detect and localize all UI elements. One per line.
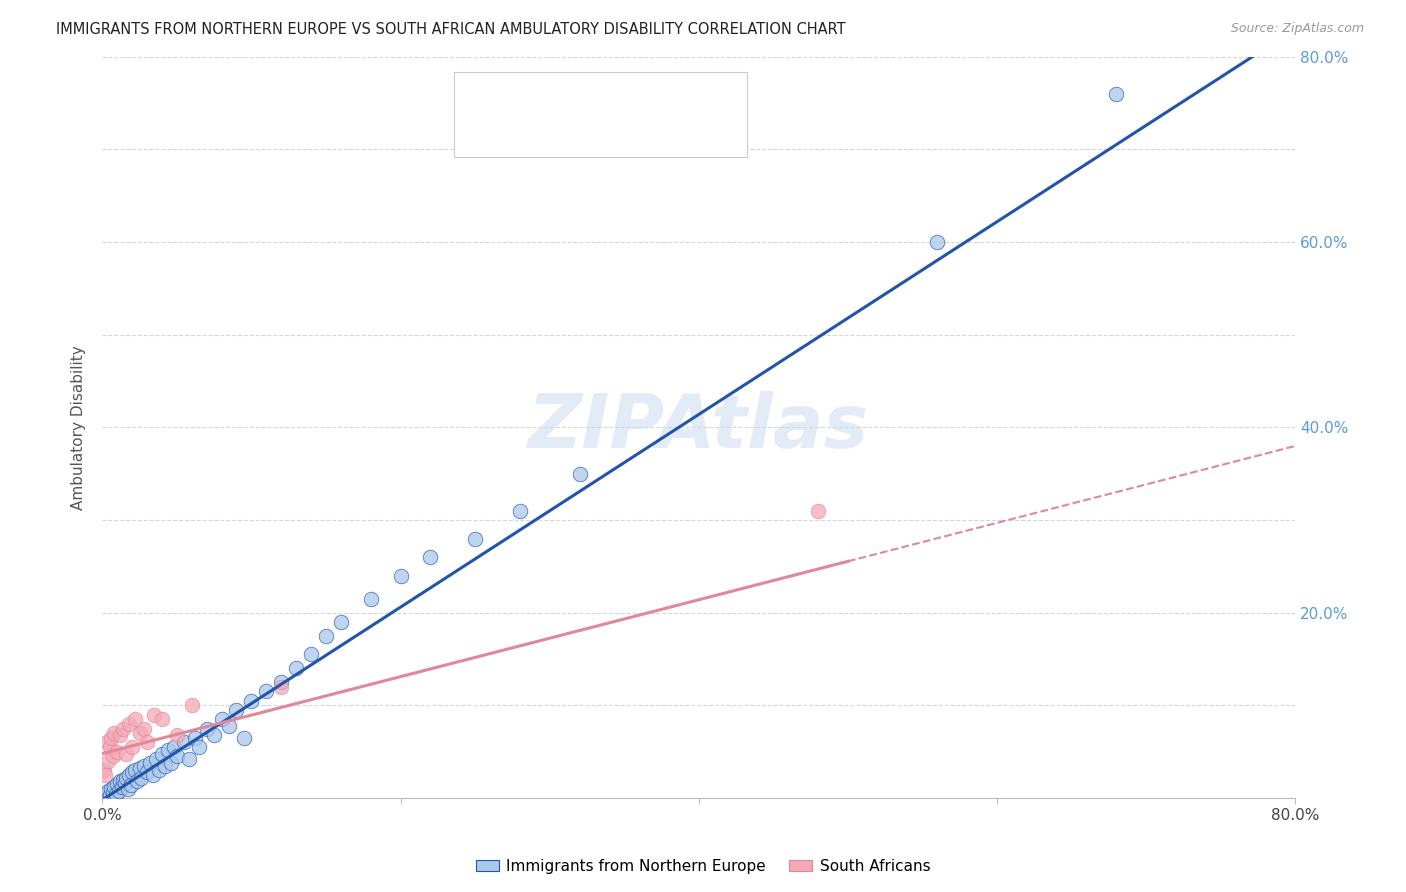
Point [96, 786, 118, 800]
Point [145, 752, 167, 766]
Point [96, 735, 118, 749]
Point [254, 684, 277, 698]
Point [129, 771, 152, 785]
Text: IMMIGRANTS FROM NORTHERN EUROPE VS SOUTH AFRICAN AMBULATORY DISABILITY CORRELATI: IMMIGRANTS FROM NORTHERN EUROPE VS SOUTH… [56, 22, 846, 37]
Legend: Immigrants from Northern Europe, South Africans: Immigrants from Northern Europe, South A… [470, 853, 936, 880]
Point [128, 761, 150, 775]
Point [108, 774, 131, 789]
Point [173, 735, 195, 749]
Point [166, 749, 188, 764]
Point [270, 675, 292, 690]
Point [509, 504, 531, 518]
Point [419, 550, 441, 565]
Point [180, 698, 202, 713]
Point [225, 703, 247, 717]
Point [166, 728, 188, 742]
Point [139, 756, 162, 770]
Point [177, 752, 200, 766]
Text: ZIPAtlas: ZIPAtlas [529, 391, 869, 464]
Point [121, 740, 143, 755]
Point [105, 745, 128, 759]
Point [118, 768, 141, 782]
Point [1105, 87, 1128, 101]
Point [104, 788, 127, 802]
Point [128, 726, 150, 740]
Point [211, 712, 233, 726]
Point [100, 781, 122, 796]
Point [188, 740, 211, 755]
Point [143, 707, 166, 722]
Point [240, 694, 263, 708]
Point [360, 591, 382, 606]
Point [285, 661, 308, 675]
Point [120, 778, 142, 792]
Point [195, 722, 218, 736]
Point [315, 629, 337, 643]
Point [98, 740, 121, 755]
Point [112, 722, 135, 736]
Point [98, 789, 121, 803]
Point [150, 747, 173, 761]
Point [163, 740, 186, 755]
Point [125, 774, 148, 789]
Point [112, 772, 135, 787]
Point [270, 680, 292, 694]
Point [132, 722, 155, 736]
Point [94, 768, 117, 782]
Point [299, 648, 322, 662]
Point [121, 765, 143, 780]
Point [807, 504, 830, 518]
Point [115, 747, 138, 761]
Point [150, 712, 173, 726]
Point [464, 532, 486, 546]
Point [117, 781, 139, 796]
Point [927, 235, 949, 249]
Point [156, 743, 179, 757]
Point [101, 785, 124, 799]
Point [110, 780, 132, 794]
Point [124, 764, 146, 778]
Point [218, 719, 240, 733]
Point [100, 731, 122, 745]
Point [118, 717, 141, 731]
Point [105, 777, 128, 791]
Point [101, 749, 124, 764]
Point [107, 783, 129, 797]
Text: Source: ZipAtlas.com: Source: ZipAtlas.com [1230, 22, 1364, 36]
Point [132, 758, 155, 772]
Point [159, 756, 181, 770]
Point [136, 765, 159, 780]
Point [136, 735, 159, 749]
Point [108, 728, 131, 742]
Point [148, 764, 170, 778]
Point [153, 758, 176, 772]
Point [568, 467, 591, 481]
Point [115, 771, 138, 785]
Point [142, 768, 165, 782]
Point [93, 764, 115, 778]
Point [124, 712, 146, 726]
Point [103, 780, 125, 794]
Point [94, 789, 117, 804]
Point [103, 726, 125, 740]
Point [183, 731, 205, 745]
Point [329, 615, 352, 629]
Point [232, 731, 254, 745]
Point [97, 754, 120, 768]
Point [114, 776, 136, 790]
Point [389, 568, 412, 582]
Point [97, 783, 120, 797]
Point [202, 728, 225, 742]
Y-axis label: Ambulatory Disability: Ambulatory Disability [72, 345, 86, 509]
